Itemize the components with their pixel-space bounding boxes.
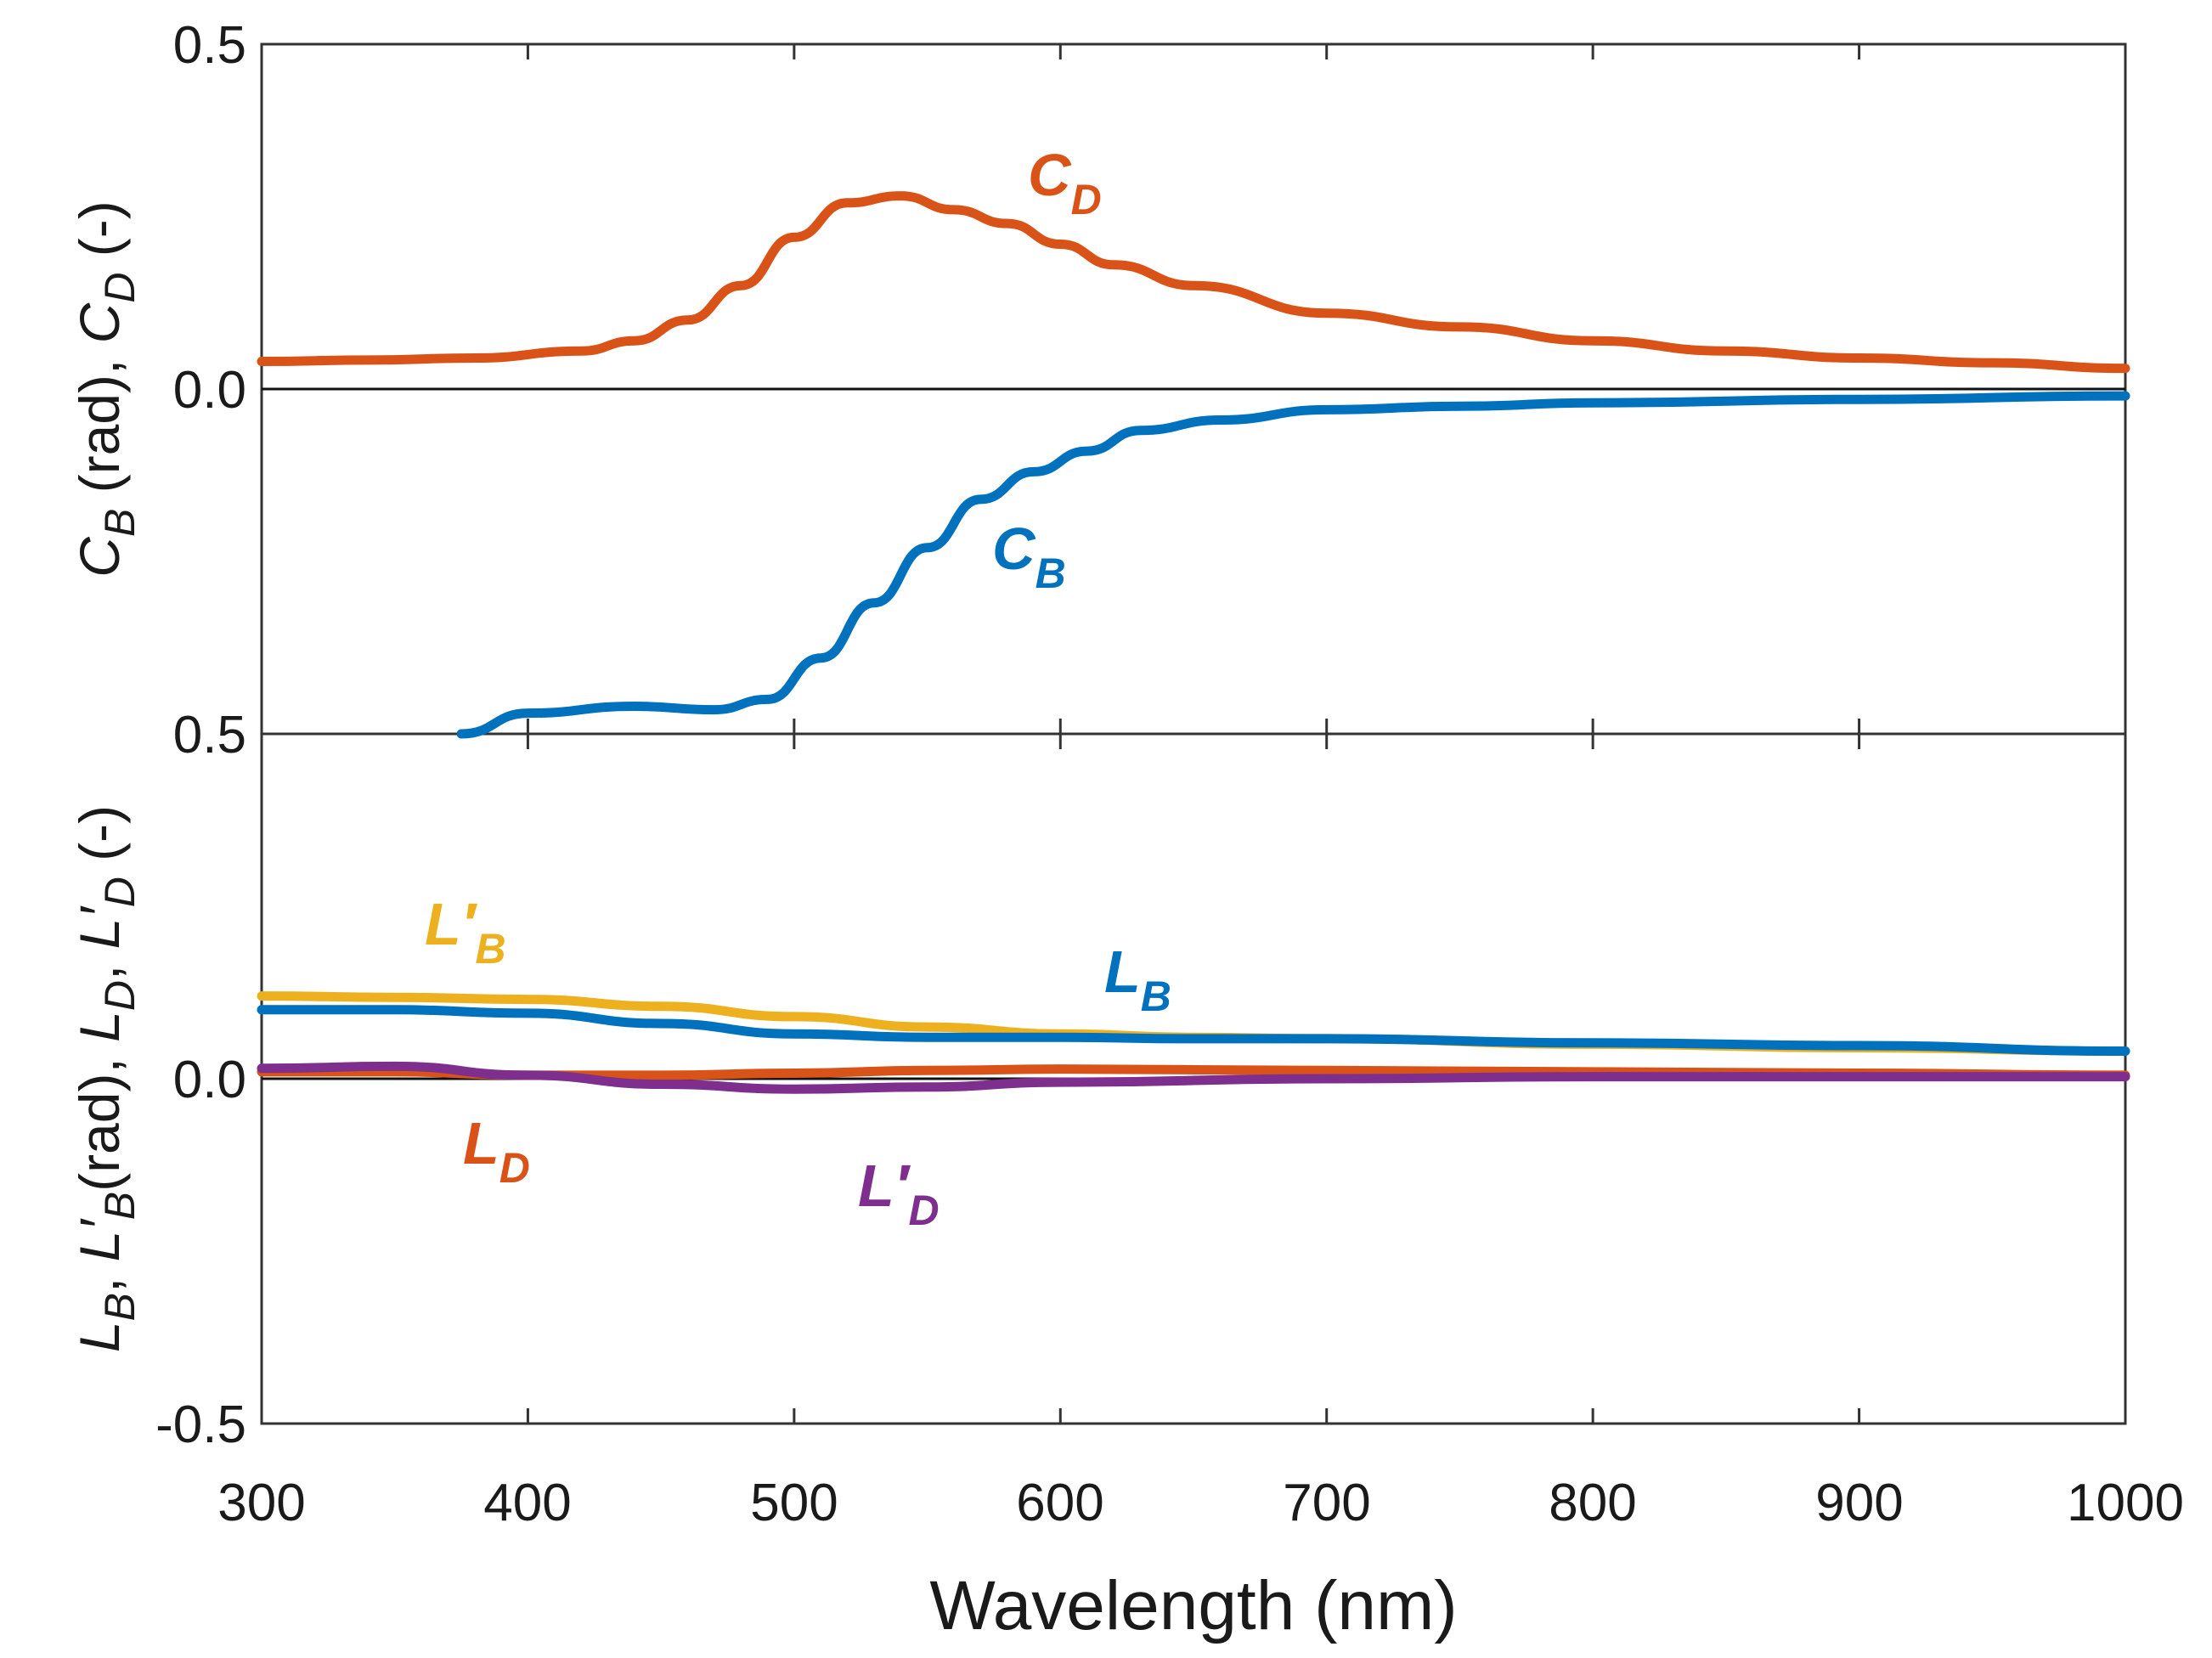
bottom-y-tick-0: 0.5 xyxy=(173,706,246,764)
series-group xyxy=(257,191,2130,1094)
series-line-ld xyxy=(257,1061,2130,1094)
bottom-y-tick-1: 0.0 xyxy=(173,1051,246,1109)
x-tick-label-1: 400 xyxy=(483,1474,571,1532)
top-y-tick-0: 0.5 xyxy=(173,16,246,75)
ticks xyxy=(260,44,2127,1424)
label-c-b: CB xyxy=(992,516,1066,597)
label-l-b: LB xyxy=(1104,939,1171,1020)
bottom-y-tick-2: -0.5 xyxy=(155,1396,246,1454)
series-line-lb xyxy=(257,1005,2130,1056)
label-l-prime-b: L′B xyxy=(425,891,506,973)
x-axis-label: Wavelength (nm) xyxy=(929,1567,1457,1644)
top-y-axis-label: CB (rad), CD (-) xyxy=(68,200,144,577)
x-tick-label-5: 800 xyxy=(1549,1474,1636,1532)
label-c-d: CD xyxy=(1028,142,1102,223)
series-line-cd xyxy=(257,191,2130,374)
x-tick-label-3: 600 xyxy=(1016,1474,1103,1532)
x-tick-label-7: 1000 xyxy=(2067,1474,2184,1532)
x-tick-label-4: 700 xyxy=(1283,1474,1370,1532)
top-y-tick-1: 0.0 xyxy=(173,361,246,420)
bottom-y-axis-label: LB, L′B(rad), LD, L′D (-) xyxy=(68,805,144,1352)
label-l-d: LD xyxy=(463,1110,530,1192)
x-tick-label-6: 900 xyxy=(1815,1474,1903,1532)
x-tick-label-0: 300 xyxy=(217,1474,305,1532)
x-tick-label-2: 500 xyxy=(750,1474,838,1532)
label-l-prime-d: L′D xyxy=(858,1153,940,1234)
series-line-cb xyxy=(456,391,2130,739)
